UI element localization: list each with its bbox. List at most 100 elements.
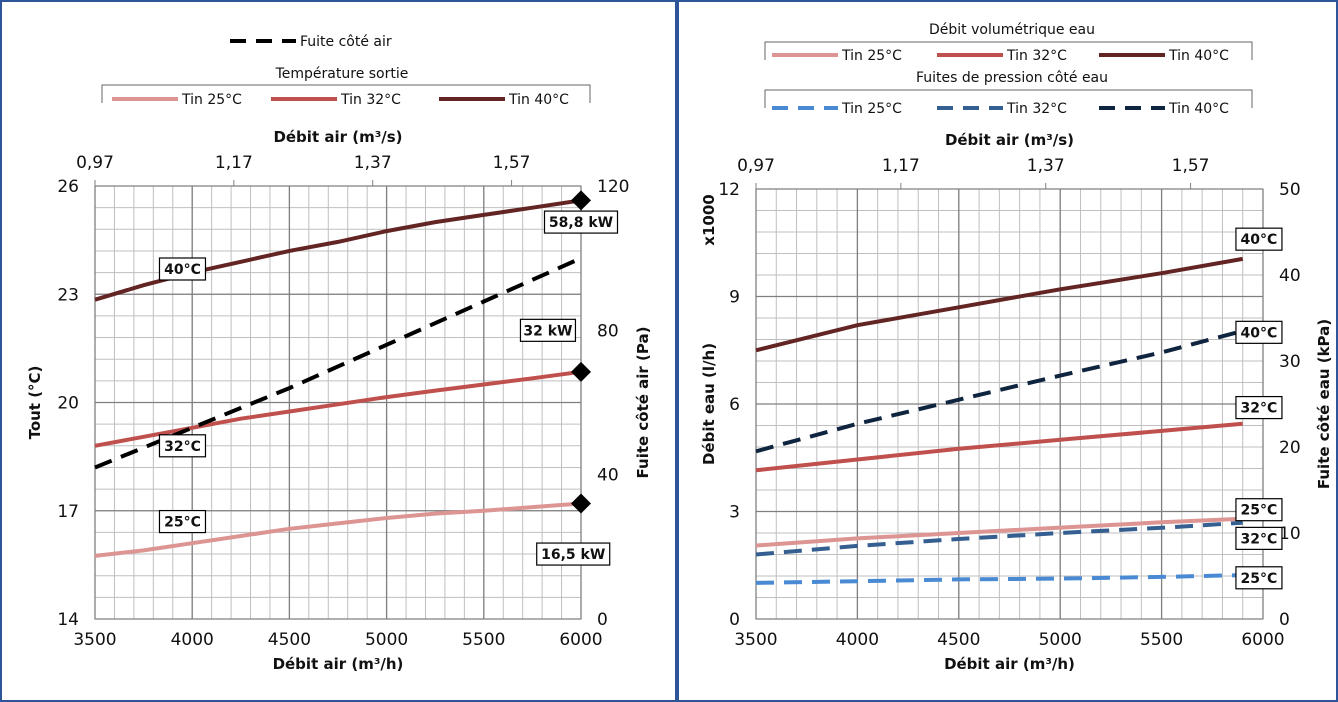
series-line-5 xyxy=(755,328,1244,454)
series-line-2 xyxy=(755,256,1244,353)
x-tick-label: 6000 xyxy=(1241,630,1284,650)
x-axis-title: Débit air (m³/h) xyxy=(944,655,1075,673)
y-tick-label: 0 xyxy=(729,610,740,630)
data-label: 32 kW xyxy=(523,323,572,339)
legend-flow-tin25: Tin 25°C xyxy=(841,48,902,64)
data-label: 40°C xyxy=(164,262,201,278)
y2-tick-label: 120 xyxy=(597,177,629,197)
data-label-box xyxy=(1235,320,1283,344)
x2-tick-label: 0,97 xyxy=(737,156,775,176)
x-tick-label: 4500 xyxy=(268,630,311,650)
x2-axis-title: Débit air (m³/s) xyxy=(945,131,1074,149)
x2-tick-label: 1,57 xyxy=(493,153,531,173)
series-line-0 xyxy=(755,516,1243,548)
legend-flow-tin32: Tin 32°C xyxy=(1006,48,1067,64)
legend-tin32: Tin 32°C xyxy=(340,92,401,108)
series-line-2 xyxy=(94,198,582,302)
x-tick-label: 6000 xyxy=(559,630,602,650)
x-tick-label: 3500 xyxy=(734,630,777,650)
x2-tick-label: 1,57 xyxy=(1172,156,1210,176)
x2-tick-label: 1,37 xyxy=(354,153,392,173)
legend-leak-tin32: Tin 32°C xyxy=(1006,101,1067,117)
series-line-0 xyxy=(94,501,582,558)
data-label-box xyxy=(158,509,207,534)
legend-tin40: Tin 40°C xyxy=(508,92,569,108)
data-label-box xyxy=(519,318,577,342)
y-tick-label: 9 xyxy=(729,288,740,308)
y2-tick-label: 40 xyxy=(1279,266,1301,286)
data-label: 40°C xyxy=(1241,232,1278,248)
legend-bracket xyxy=(101,84,591,103)
y-tick-label: 6 xyxy=(729,395,740,415)
y-axis-multiplier: x1000 xyxy=(700,194,718,245)
legend-leak-tin25: Tin 25°C xyxy=(841,101,902,117)
left-chart: 3500 4000 4500 5000 5500 6000 14 17 20 23 26 0 40 80 1… xyxy=(26,34,652,673)
x2-axis-title: Débit air (m³/s) xyxy=(273,128,402,146)
legend-title-leak: Fuites de pression côté eau xyxy=(916,70,1108,86)
x2-tick-label: 1,37 xyxy=(1027,156,1065,176)
data-label: 58,8 kW xyxy=(549,215,613,231)
x-tick-label: 4000 xyxy=(171,630,214,650)
data-label-box xyxy=(158,434,207,458)
diamond-marker xyxy=(571,361,591,382)
series-line-1 xyxy=(755,421,1243,473)
legend-bracket xyxy=(764,89,1253,108)
legend-tin25: Tin 25°C xyxy=(181,92,242,108)
data-label-box xyxy=(1235,526,1283,550)
diamond-marker xyxy=(571,190,591,211)
y-tick-label: 17 xyxy=(57,502,79,522)
x-axis-title: Débit air (m³/h) xyxy=(273,655,404,673)
right-chart: 3500 4000 4500 5000 5500 60000369120102030405… xyxy=(700,22,1333,673)
x-tick-label: 5500 xyxy=(1140,630,1183,650)
y2-tick-label: 80 xyxy=(597,321,619,341)
y-tick-label: 14 xyxy=(57,610,79,630)
y2-tick-label: 0 xyxy=(597,610,608,630)
data-label: 25°C xyxy=(164,515,201,531)
series-line-1 xyxy=(94,369,582,448)
data-label-box xyxy=(1235,227,1283,251)
diamond-marker xyxy=(571,493,591,514)
y-tick-label: 26 xyxy=(57,177,79,197)
y-tick-label: 12 xyxy=(718,180,740,200)
y2-tick-label: 0 xyxy=(1279,610,1290,630)
left-chart-panel: 3500 4000 4500 5000 5500 6000 14 17 20 23 26 0 40 80 1… xyxy=(0,0,677,702)
y-tick-label: 23 xyxy=(57,285,79,305)
data-label: 40°C xyxy=(1241,325,1278,341)
x-tick-label: 4500 xyxy=(937,630,980,650)
plot-frame xyxy=(94,185,582,620)
x-tick-label: 4000 xyxy=(836,630,879,650)
data-label: 16,5 kW xyxy=(541,547,605,563)
x-tick-label: 3500 xyxy=(73,630,116,650)
y2-tick-label: 30 xyxy=(1279,352,1301,372)
data-label: 25°C xyxy=(1241,571,1278,587)
series-line-3 xyxy=(755,573,1243,585)
legend-flow-tin40: Tin 40°C xyxy=(1168,48,1229,64)
data-label-box xyxy=(1235,566,1283,590)
x-tick-label: 5000 xyxy=(1039,630,1082,650)
y2-tick-label: 50 xyxy=(1279,180,1301,200)
y-tick-label: 20 xyxy=(57,394,79,414)
y2-tick-label: 40 xyxy=(597,466,619,486)
right-chart-panel: 3500 4000 4500 5000 5500 6000 0 3 6 9 12 0 10 20 30 40 5… xyxy=(677,0,1338,702)
y2-tick-label: 20 xyxy=(1279,438,1301,458)
data-label: 32°C xyxy=(164,439,201,455)
data-label: 32°C xyxy=(1241,531,1278,547)
y-axis-title: Tout (°C) xyxy=(26,366,44,440)
x-tick-label: 5500 xyxy=(462,630,505,650)
y2-axis-title: Fuite côté eau (kPa) xyxy=(1315,319,1333,489)
x2-tick-label: 1,17 xyxy=(215,153,253,173)
x-tick-label: 5000 xyxy=(365,630,408,650)
data-label: 32°C xyxy=(1241,401,1278,417)
data-label: 25°C xyxy=(1241,503,1278,519)
series-line-4 xyxy=(755,520,1243,557)
data-label-box xyxy=(543,210,619,234)
y-axis-title: Débit eau (l/h) xyxy=(700,343,718,465)
legend-title: Température sortie xyxy=(275,66,409,82)
legend-title-flow: Débit volumétrique eau xyxy=(929,22,1095,38)
legend-leak-tin40: Tin 40°C xyxy=(1168,101,1229,117)
y-tick-label: 3 xyxy=(729,503,740,523)
y2-tick-label: 10 xyxy=(1279,524,1301,544)
y2-axis-title: Fuite côté air (Pa) xyxy=(634,327,652,479)
legend-leak-air: Fuite côté air xyxy=(300,34,392,50)
data-label-box xyxy=(536,542,611,566)
